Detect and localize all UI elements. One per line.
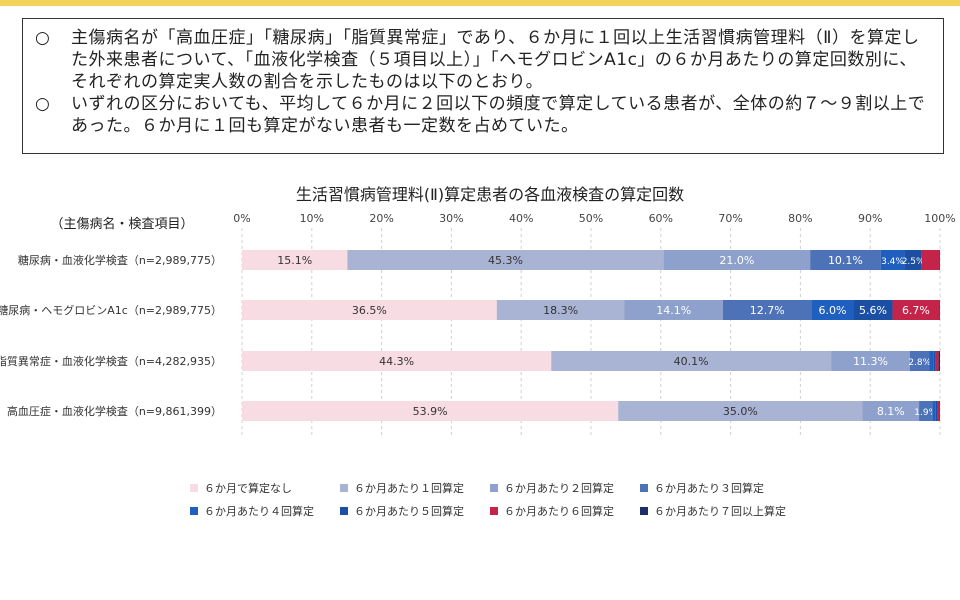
x-tick-label: 60% [649,212,673,225]
bar-segment [892,300,940,320]
chart-title: 生活習慣病管理料(Ⅱ)算定患者の各血液検査の算定回数 [296,185,684,204]
bar-segment [242,250,348,270]
bar-segment [933,351,936,371]
legend-label: ６か月で算定なし [204,481,292,495]
bar-segment [853,300,893,320]
legend-swatch [340,507,348,515]
data-label: 2.5% [902,257,925,267]
data-label: 1.9% [914,408,937,418]
legend-label: ６か月あたり４回算定 [204,504,314,518]
bar-segment [347,250,664,270]
stacked-bar-chart: 生活習慣病管理料(Ⅱ)算定患者の各血液検査の算定回数 （主傷病名・検査項目） 0% 1… [0,185,956,518]
bar-segment [880,250,905,270]
bar-segment [939,250,940,270]
data-label: 45.3% [488,254,523,267]
note-bullet-icon: ○ [35,28,51,48]
legend-label: ６か月あたり７回以上算定 [654,504,786,518]
bar-segment [937,401,940,421]
bar-segment [496,300,625,320]
legend-swatch [490,484,498,492]
x-tick-label: 20% [369,212,393,225]
x-tick-label: 40% [509,212,533,225]
x-tick-label: 70% [718,212,742,225]
x-tick-label: 30% [439,212,463,225]
summary-note-1: ○ 主傷病名が「高血圧症」「糖尿病」「脂質異常症」であり、６か月に１回以上生活習… [35,27,931,93]
legend-label: ６か月あたり２回算定 [504,481,614,495]
bar-segment [242,351,552,371]
data-label: 8.1% [877,405,905,418]
data-label: 11.3% [853,355,888,368]
data-label: 36.5% [352,304,387,317]
top-accent-bar [0,0,960,6]
bar-segment [921,250,940,270]
bar-segment [242,300,497,320]
bar-segment [935,401,938,421]
legend-label: ６か月あたり３回算定 [654,481,764,495]
legend-swatch [190,507,198,515]
data-label: 35.0% [723,405,758,418]
bar-segment [909,351,930,371]
bar-segment [663,250,811,270]
legend-swatch [190,484,198,492]
category-label: 糖尿病・血液化学検査（n=2,989,775） [18,253,222,267]
data-label: 15.1% [277,254,312,267]
data-label: 6.7% [902,304,930,317]
bar-segment [929,351,934,371]
bar-segment [618,401,863,421]
summary-notes-box: ○ 主傷病名が「高血圧症」「糖尿病」「脂質異常症」であり、６か月に１回以上生活習… [22,18,944,154]
data-label: 18.3% [543,304,578,317]
note-text: 主傷病名が「高血圧症」「糖尿病」「脂質異常症」であり、６か月に１回以上生活習慣病… [71,28,920,92]
bar-segment [904,250,922,270]
legend-swatch [640,507,648,515]
bar-segment [831,351,910,371]
row-axis-header: （主傷病名・検査項目） [50,216,193,232]
category-label: 脂質異常症・血液化学検査（n=4,282,935） [0,354,222,368]
bar-segment [938,351,940,371]
bar-segment [862,401,920,421]
bar-segment [935,351,939,371]
note-bullet-icon: ○ [35,94,51,114]
legend-swatch [340,484,348,492]
data-label: 40.1% [674,355,709,368]
data-label: 2.8% [908,358,931,368]
category-label: 高血圧症・血液化学検査（n=9,861,399） [7,404,222,418]
data-label: 53.9% [413,405,448,418]
legend-label: ６か月あたり５回算定 [354,504,464,518]
legend-swatch [640,484,648,492]
x-tick-label: 10% [300,212,324,225]
note-text: いずれの区分においても、平均して６か月に２回以下の頻度で算定している患者が、全体… [71,94,926,136]
data-label: 10.1% [828,254,863,267]
bar-segment [551,351,832,371]
x-tick-label: 0% [233,212,250,225]
data-label: 12.7% [750,304,785,317]
bar-segment [939,300,940,320]
bar-segment [919,401,933,421]
bar-segment [939,401,940,421]
x-tick-label: 50% [579,212,603,225]
category-label: 糖尿病・ヘモグロビンA1c（n=2,989,775） [0,303,222,317]
bar-segment [811,300,854,320]
data-label: 3.4% [881,257,904,267]
legend-label: ６か月あたり６回算定 [504,504,614,518]
data-label: 21.0% [719,254,754,267]
x-tick-label: 100% [924,212,955,225]
bar-segment [932,401,936,421]
bar-segment [810,250,881,270]
data-label: 5.6% [859,304,887,317]
x-tick-label: 90% [858,212,882,225]
summary-note-2: ○ いずれの区分においても、平均して６か月に２回以下の頻度で算定している患者が、… [35,93,931,137]
bar-segment [242,401,619,421]
data-label: 6.0% [819,304,847,317]
legend-swatch [490,507,498,515]
x-tick-label: 80% [788,212,812,225]
bar-segment [722,300,812,320]
bar-segment [624,300,723,320]
data-label: 14.1% [656,304,691,317]
data-label: 44.3% [379,355,414,368]
legend-label: ６か月あたり１回算定 [354,481,464,495]
